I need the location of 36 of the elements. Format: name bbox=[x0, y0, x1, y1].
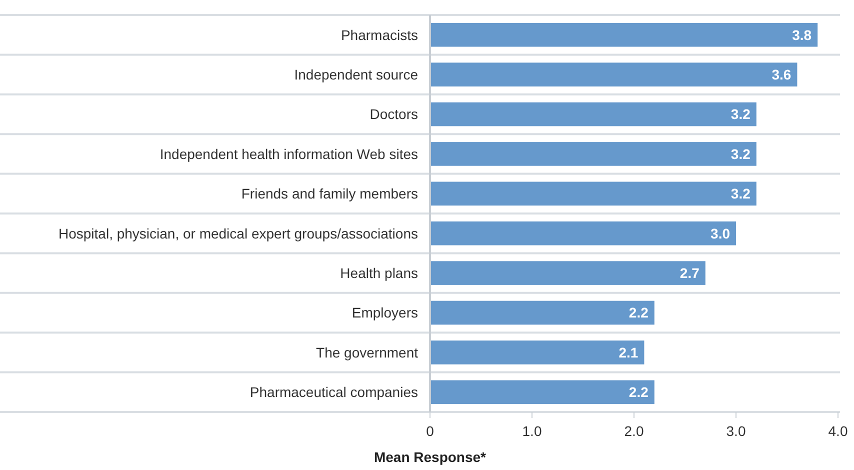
data-label: 2.1 bbox=[618, 344, 638, 360]
bar bbox=[430, 142, 756, 166]
data-label: 3.6 bbox=[772, 66, 792, 82]
x-tick-label: 1.0 bbox=[522, 423, 542, 439]
bar bbox=[430, 182, 756, 206]
x-tick-label: 2.0 bbox=[624, 423, 644, 439]
y-tick-label: Independent source bbox=[294, 66, 418, 82]
data-label: 2.2 bbox=[628, 304, 649, 321]
x-tick-label: 4.0 bbox=[828, 423, 848, 439]
data-label: 3.0 bbox=[710, 225, 730, 242]
y-tick-label: Hospital, physician, or medical expert groups/associations bbox=[58, 225, 418, 242]
bar bbox=[430, 22, 818, 47]
y-tick-label: Pharmacists bbox=[340, 26, 418, 43]
bar bbox=[430, 340, 644, 364]
y-tick-label: Friends and family members bbox=[241, 186, 418, 202]
bar bbox=[430, 261, 706, 285]
data-label: 3.2 bbox=[730, 186, 751, 202]
y-tick-label: The government bbox=[316, 344, 418, 360]
y-tick-label: Pharmaceutical companies bbox=[250, 384, 418, 400]
data-label: 2.7 bbox=[680, 264, 700, 281]
bar bbox=[430, 300, 654, 325]
bar bbox=[430, 62, 798, 86]
bar bbox=[430, 221, 736, 246]
bar bbox=[430, 102, 756, 126]
y-tick-label: Independent health information Web sites bbox=[160, 146, 418, 162]
data-label: 3.2 bbox=[730, 106, 751, 122]
data-label: 3.2 bbox=[730, 146, 751, 162]
x-axis-title: Mean Response* bbox=[374, 449, 487, 465]
bar bbox=[430, 380, 654, 404]
y-tick-label: Health plans bbox=[340, 264, 418, 281]
x-tick-label: 0 bbox=[426, 423, 434, 439]
data-label: 3.8 bbox=[792, 26, 812, 43]
data-label: 2.2 bbox=[628, 384, 649, 400]
x-tick-label: 3.0 bbox=[726, 423, 746, 439]
y-tick-label: Employers bbox=[352, 304, 418, 321]
y-tick-label: Doctors bbox=[370, 106, 418, 122]
